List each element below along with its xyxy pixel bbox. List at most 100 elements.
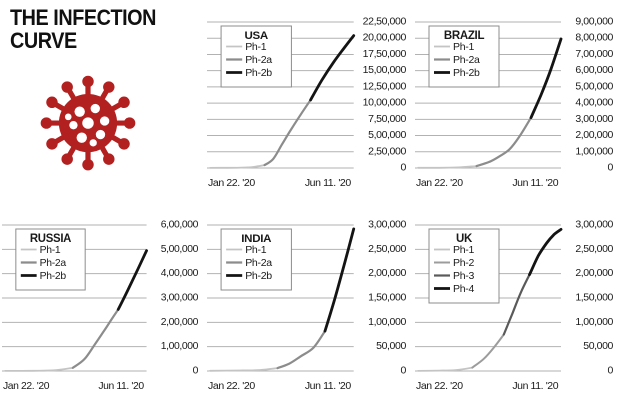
y-tick-label: 1,00,000 bbox=[161, 341, 199, 352]
legend-item-label: Ph-2b bbox=[453, 67, 480, 79]
legend-item-label: Ph-3 bbox=[453, 270, 474, 282]
legend-box bbox=[220, 228, 292, 291]
y-tick-label: 0 bbox=[400, 365, 406, 377]
x-axis-label-start: Jan 22. '20 bbox=[416, 380, 463, 392]
curve-segment-ph-2b bbox=[116, 249, 148, 311]
y-tick-label: 3,00,000 bbox=[368, 219, 406, 231]
legend-item-label: Ph-2 bbox=[453, 257, 474, 269]
x-axis-label-end: Jun 11. '20 bbox=[512, 380, 558, 392]
y-tick-label: 7,50,000 bbox=[368, 113, 406, 125]
y-tick-label: 5,00,000 bbox=[161, 244, 199, 255]
y-tick-label: 20,00,000 bbox=[363, 32, 407, 44]
curve-segment-ph-1 bbox=[417, 366, 474, 372]
virus-icon bbox=[40, 75, 136, 171]
legend-item-label: Ph-2a bbox=[40, 258, 67, 269]
legend-item-label: Ph-1 bbox=[245, 41, 267, 53]
y-tick-label: 17,50,000 bbox=[363, 48, 407, 60]
legend-item-label: Ph-2a bbox=[245, 54, 272, 66]
chart-russia: RUSSIA Ph-1 Ph-2a Ph-2b Jan 22. '20 Jun 11. '… bbox=[0, 203, 205, 406]
y-tick-label: 50,000 bbox=[376, 340, 406, 352]
curve-segment-ph-2b bbox=[529, 37, 563, 120]
legend-item-label: Ph-1 bbox=[40, 245, 61, 256]
curve-segment-ph-2a bbox=[276, 330, 327, 370]
curve-segment-ph-1 bbox=[209, 164, 266, 169]
legend-item-label: Ph-2a bbox=[245, 257, 272, 269]
virus-spike-knob bbox=[103, 80, 115, 93]
curve-segment-ph-1 bbox=[209, 367, 279, 372]
page-title-line1: THE INFECTION bbox=[10, 5, 156, 30]
legend-item-label: Ph-2a bbox=[453, 54, 480, 66]
chart-usa: USA Ph-1 Ph-2a Ph-2b Jan 22. '20 Jun 11. '20 2… bbox=[205, 0, 413, 203]
x-axis-label-start: Jan 22. '20 bbox=[416, 177, 463, 189]
y-tick-label: 7,00,000 bbox=[575, 48, 613, 60]
x-axis-label-end: Jun 11. '20 bbox=[305, 177, 352, 189]
virus-spike-knob bbox=[46, 96, 58, 108]
y-tick-label: 2,50,000 bbox=[368, 145, 406, 157]
y-tick-label: 12,50,000 bbox=[363, 80, 407, 92]
y-tick-label: 3,00,000 bbox=[575, 219, 613, 231]
y-tick-label: 0 bbox=[193, 365, 199, 376]
title-block: THE INFECTION CURVE bbox=[0, 0, 205, 203]
virus-spike-knob bbox=[118, 137, 130, 150]
curve-segment-ph-1 bbox=[4, 366, 74, 372]
curve-segment-ph-3 bbox=[502, 273, 531, 336]
y-tick-label: 4,00,000 bbox=[161, 268, 199, 279]
legend-title: INDIA bbox=[241, 233, 272, 245]
y-tick-label: 2,50,000 bbox=[575, 243, 613, 255]
virus-spike-knob bbox=[82, 75, 94, 87]
page-title-line2: CURVE bbox=[10, 28, 77, 54]
x-axis-label-end: Jun 11. '20 bbox=[98, 381, 144, 392]
chart-uk: UK Ph-1 Ph-2 Ph-3 Ph-4 Jan 22. '20 Jun 11. '20… bbox=[413, 203, 620, 406]
x-axis-label-start: Jan 22. '20 bbox=[208, 177, 255, 189]
x-axis-label-start: Jan 22. '20 bbox=[208, 380, 255, 392]
y-tick-label: 2,00,000 bbox=[368, 267, 406, 279]
x-axis-label-end: Jun 11. '20 bbox=[512, 177, 558, 189]
x-axis-label-start: Jan 22. '20 bbox=[3, 381, 50, 392]
legend-title: UK bbox=[456, 233, 473, 245]
y-tick-label: 1,00,000 bbox=[368, 316, 406, 328]
y-tick-label: 2,00,000 bbox=[575, 129, 613, 141]
legend-box bbox=[220, 25, 292, 88]
curve-segment-ph-2 bbox=[471, 333, 505, 369]
virus-spike-knob bbox=[118, 96, 130, 108]
curve-segment-ph-2a bbox=[71, 308, 120, 369]
curve-segment-ph-2a bbox=[475, 116, 533, 168]
chart-india: INDIA Ph-1 Ph-2a Ph-2b Jan 22. '20 Jun 11. '2… bbox=[205, 203, 413, 406]
y-tick-label: 1,00,000 bbox=[575, 145, 613, 157]
virus-spike-knob bbox=[61, 80, 73, 93]
y-tick-label: 8,00,000 bbox=[575, 32, 613, 44]
legend-title: RUSSIA bbox=[30, 233, 71, 245]
virus-spike-knob bbox=[123, 116, 136, 129]
virus-spike-knob bbox=[40, 116, 53, 129]
virus-spike-knob bbox=[82, 158, 94, 171]
x-axis-label-end: Jun 11. '20 bbox=[305, 380, 352, 392]
y-tick-label: 1,50,000 bbox=[575, 292, 613, 304]
legend-title: BRAZIL bbox=[444, 30, 485, 42]
legend-item-label: Ph-2b bbox=[40, 271, 67, 282]
curve-segment-ph-1 bbox=[417, 165, 478, 169]
y-tick-label: 9,00,000 bbox=[575, 16, 613, 28]
legend-item-label: Ph-2b bbox=[245, 67, 272, 79]
legend-item-label: Ph-1 bbox=[245, 244, 267, 256]
legend-box bbox=[428, 25, 500, 88]
legend-item-label: Ph-1 bbox=[453, 244, 474, 256]
y-tick-label: 5,00,000 bbox=[575, 80, 613, 92]
virus-spike-knob bbox=[46, 137, 58, 150]
legend-item-label: Ph-1 bbox=[453, 41, 474, 53]
y-tick-label: 0 bbox=[608, 162, 614, 174]
y-tick-label: 5,00,000 bbox=[368, 129, 406, 141]
y-tick-label: 6,00,000 bbox=[161, 219, 199, 230]
y-tick-label: 0 bbox=[608, 365, 614, 377]
curve-segment-ph-2b bbox=[323, 227, 356, 333]
y-tick-label: 3,00,000 bbox=[161, 292, 199, 303]
y-tick-label: 4,00,000 bbox=[575, 97, 613, 109]
y-tick-label: 0 bbox=[400, 162, 406, 174]
legend-box bbox=[15, 228, 86, 291]
page-title: THE INFECTION CURVE bbox=[10, 6, 186, 53]
virus-icon-wrap bbox=[32, 69, 205, 173]
y-tick-label: 50,000 bbox=[583, 340, 613, 352]
y-tick-label: 1,50,000 bbox=[368, 292, 406, 304]
